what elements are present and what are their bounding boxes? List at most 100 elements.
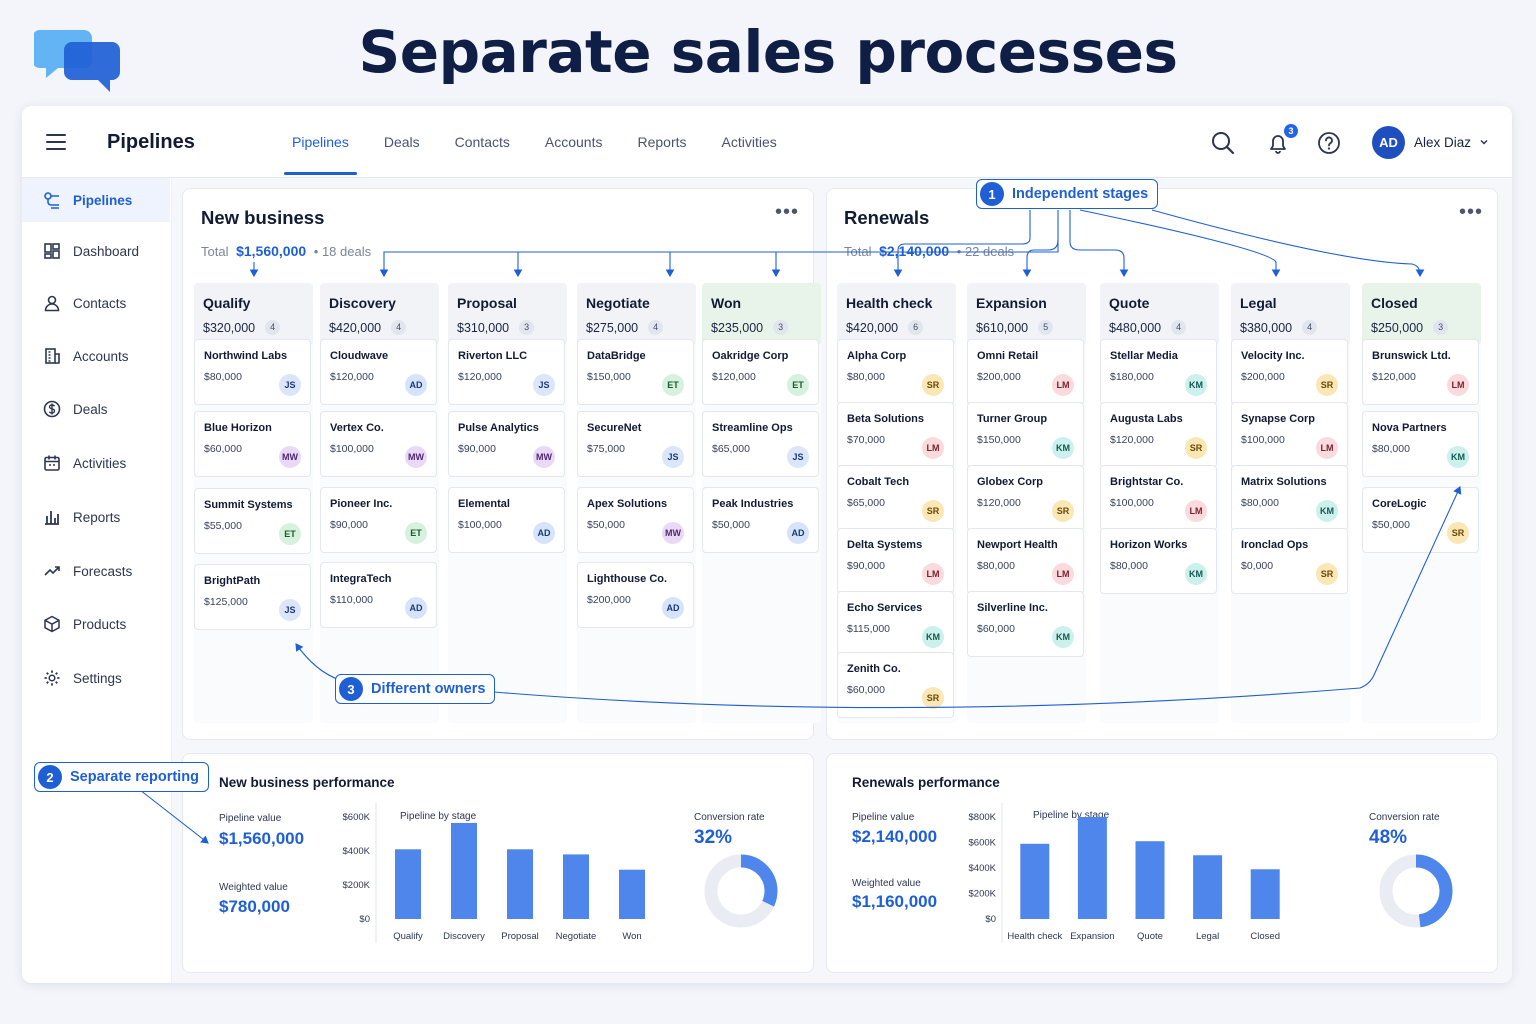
sidebar-item-activities[interactable]: Activities	[22, 441, 170, 485]
bar-qualify[interactable]	[395, 849, 421, 919]
owner-avatar[interactable]: ET	[787, 374, 809, 396]
stage-header[interactable]: Negotiate $275,000 4	[577, 283, 696, 345]
owner-avatar[interactable]: ET	[405, 522, 427, 544]
deal-card[interactable]: Echo Services $115,000 KM	[837, 591, 954, 657]
deal-card[interactable]: SecureNet $75,000 JS	[577, 411, 694, 477]
sidebar-item-reports[interactable]: Reports	[22, 495, 170, 539]
deal-card[interactable]: Globex Corp $120,000 SR	[967, 465, 1084, 531]
deal-card[interactable]: Augusta Labs $120,000 SR	[1100, 402, 1217, 468]
deal-card[interactable]: Vertex Co. $100,000 MW	[320, 411, 437, 477]
owner-avatar[interactable]: JS	[787, 446, 809, 468]
deal-card[interactable]: Peak Industries $50,000 AD	[702, 487, 819, 553]
deal-card[interactable]: Lighthouse Co. $200,000 AD	[577, 562, 694, 628]
owner-avatar[interactable]: SR	[1185, 437, 1207, 459]
deal-card[interactable]: Nova Partners $80,000 KM	[1362, 411, 1479, 477]
owner-avatar[interactable]: LM	[1052, 563, 1074, 585]
owner-avatar[interactable]: KM	[1185, 374, 1207, 396]
owner-avatar[interactable]: MW	[405, 446, 427, 468]
owner-avatar[interactable]: SR	[922, 687, 944, 709]
deal-card[interactable]: Northwind Labs $80,000 JS	[194, 339, 311, 405]
stage-header[interactable]: Expansion $610,000 5	[967, 283, 1086, 345]
owner-avatar[interactable]: JS	[279, 599, 301, 621]
tab-accounts[interactable]: Accounts	[544, 134, 603, 150]
owner-avatar[interactable]: SR	[1447, 522, 1469, 544]
sidebar-item-forecasts[interactable]: Forecasts	[22, 549, 170, 593]
tab-contacts[interactable]: Contacts	[454, 134, 510, 150]
owner-avatar[interactable]: AD	[662, 597, 684, 619]
deal-card[interactable]: DataBridge $150,000 ET	[577, 339, 694, 405]
sidebar-item-settings[interactable]: Settings	[22, 656, 170, 700]
deal-card[interactable]: CoreLogic $50,000 SR	[1362, 487, 1479, 553]
owner-avatar[interactable]: LM	[1052, 374, 1074, 396]
bar-quote[interactable]	[1135, 841, 1165, 919]
deal-card[interactable]: Alpha Corp $80,000 SR	[837, 339, 954, 405]
deal-card[interactable]: Elemental $100,000 AD	[448, 487, 565, 553]
deal-card[interactable]: Matrix Solutions $80,000 KM	[1231, 465, 1348, 531]
bar-legal[interactable]	[1193, 855, 1223, 919]
stage-header[interactable]: Closed $250,000 3	[1362, 283, 1481, 345]
sidebar-item-accounts[interactable]: Accounts	[22, 334, 170, 378]
owner-avatar[interactable]: KM	[1316, 500, 1338, 522]
owner-avatar[interactable]: LM	[922, 437, 944, 459]
owner-avatar[interactable]: LM	[1185, 500, 1207, 522]
stage-header[interactable]: Legal $380,000 4	[1231, 283, 1350, 345]
more-options-icon[interactable]: •••	[1459, 201, 1484, 223]
owner-avatar[interactable]: AD	[787, 522, 809, 544]
more-options-icon[interactable]: •••	[775, 201, 800, 223]
bar-closed[interactable]	[1250, 869, 1280, 919]
bar-expansion[interactable]	[1077, 817, 1107, 919]
bell-icon[interactable]	[1265, 130, 1291, 156]
sidebar-item-deals[interactable]: Deals	[22, 387, 170, 431]
owner-avatar[interactable]: SR	[1316, 374, 1338, 396]
sidebar-item-contacts[interactable]: Contacts	[22, 281, 170, 325]
owner-avatar[interactable]: SR	[922, 500, 944, 522]
owner-avatar[interactable]: LM	[1447, 374, 1469, 396]
deal-card[interactable]: Silverline Inc. $60,000 KM	[967, 591, 1084, 657]
stage-header[interactable]: Discovery $420,000 4	[320, 283, 439, 345]
deal-card[interactable]: Pioneer Inc. $90,000 ET	[320, 487, 437, 553]
sidebar-item-pipelines[interactable]: Pipelines	[22, 178, 170, 222]
owner-avatar[interactable]: MW	[662, 522, 684, 544]
help-icon[interactable]	[1316, 130, 1342, 156]
deal-card[interactable]: Newport Health $80,000 LM	[967, 528, 1084, 594]
tab-activities[interactable]: Activities	[721, 134, 777, 150]
tab-deals[interactable]: Deals	[383, 134, 420, 150]
owner-avatar[interactable]: JS	[279, 374, 301, 396]
bar-health-check[interactable]	[1020, 843, 1050, 919]
owner-avatar[interactable]: ET	[279, 523, 301, 545]
tab-reports[interactable]: Reports	[637, 134, 687, 150]
deal-card[interactable]: Brunswick Ltd. $120,000 LM	[1362, 339, 1479, 405]
deal-card[interactable]: BrightPath $125,000 JS	[194, 564, 311, 630]
owner-avatar[interactable]: AD	[405, 374, 427, 396]
deal-card[interactable]: Blue Horizon $60,000 MW	[194, 411, 311, 477]
owner-avatar[interactable]: AD	[533, 522, 555, 544]
bar-discovery[interactable]	[451, 822, 477, 919]
deal-card[interactable]: Pulse Analytics $90,000 MW	[448, 411, 565, 477]
owner-avatar[interactable]: SR	[1052, 500, 1074, 522]
menu-icon[interactable]	[46, 134, 66, 150]
stage-header[interactable]: Qualify $320,000 4	[194, 283, 313, 345]
deal-card[interactable]: Apex Solutions $50,000 MW	[577, 487, 694, 553]
deal-card[interactable]: Oakridge Corp $120,000 ET	[702, 339, 819, 405]
owner-avatar[interactable]: ET	[662, 374, 684, 396]
owner-avatar[interactable]: SR	[1316, 563, 1338, 585]
deal-card[interactable]: Velocity Inc. $200,000 SR	[1231, 339, 1348, 405]
deal-card[interactable]: Cloudwave $120,000 AD	[320, 339, 437, 405]
deal-card[interactable]: Riverton LLC $120,000 JS	[448, 339, 565, 405]
deal-card[interactable]: Beta Solutions $70,000 LM	[837, 402, 954, 468]
deal-card[interactable]: Stellar Media $180,000 KM	[1100, 339, 1217, 405]
owner-avatar[interactable]: JS	[662, 446, 684, 468]
owner-avatar[interactable]: KM	[1185, 563, 1207, 585]
owner-avatar[interactable]: KM	[1052, 626, 1074, 648]
tab-pipelines[interactable]: Pipelines	[284, 106, 357, 178]
sidebar-item-products[interactable]: Products	[22, 602, 170, 646]
deal-card[interactable]: Synapse Corp $100,000 LM	[1231, 402, 1348, 468]
bar-won[interactable]	[619, 869, 645, 919]
bar-proposal[interactable]	[507, 849, 533, 919]
deal-card[interactable]: Streamline Ops $65,000 JS	[702, 411, 819, 477]
user-menu[interactable]: AD Alex Diaz	[1372, 125, 1489, 159]
deal-card[interactable]: Omni Retail $200,000 LM	[967, 339, 1084, 405]
owner-avatar[interactable]: KM	[1052, 437, 1074, 459]
deal-card[interactable]: Zenith Co. $60,000 SR	[837, 652, 954, 718]
deal-card[interactable]: Summit Systems $55,000 ET	[194, 488, 311, 554]
